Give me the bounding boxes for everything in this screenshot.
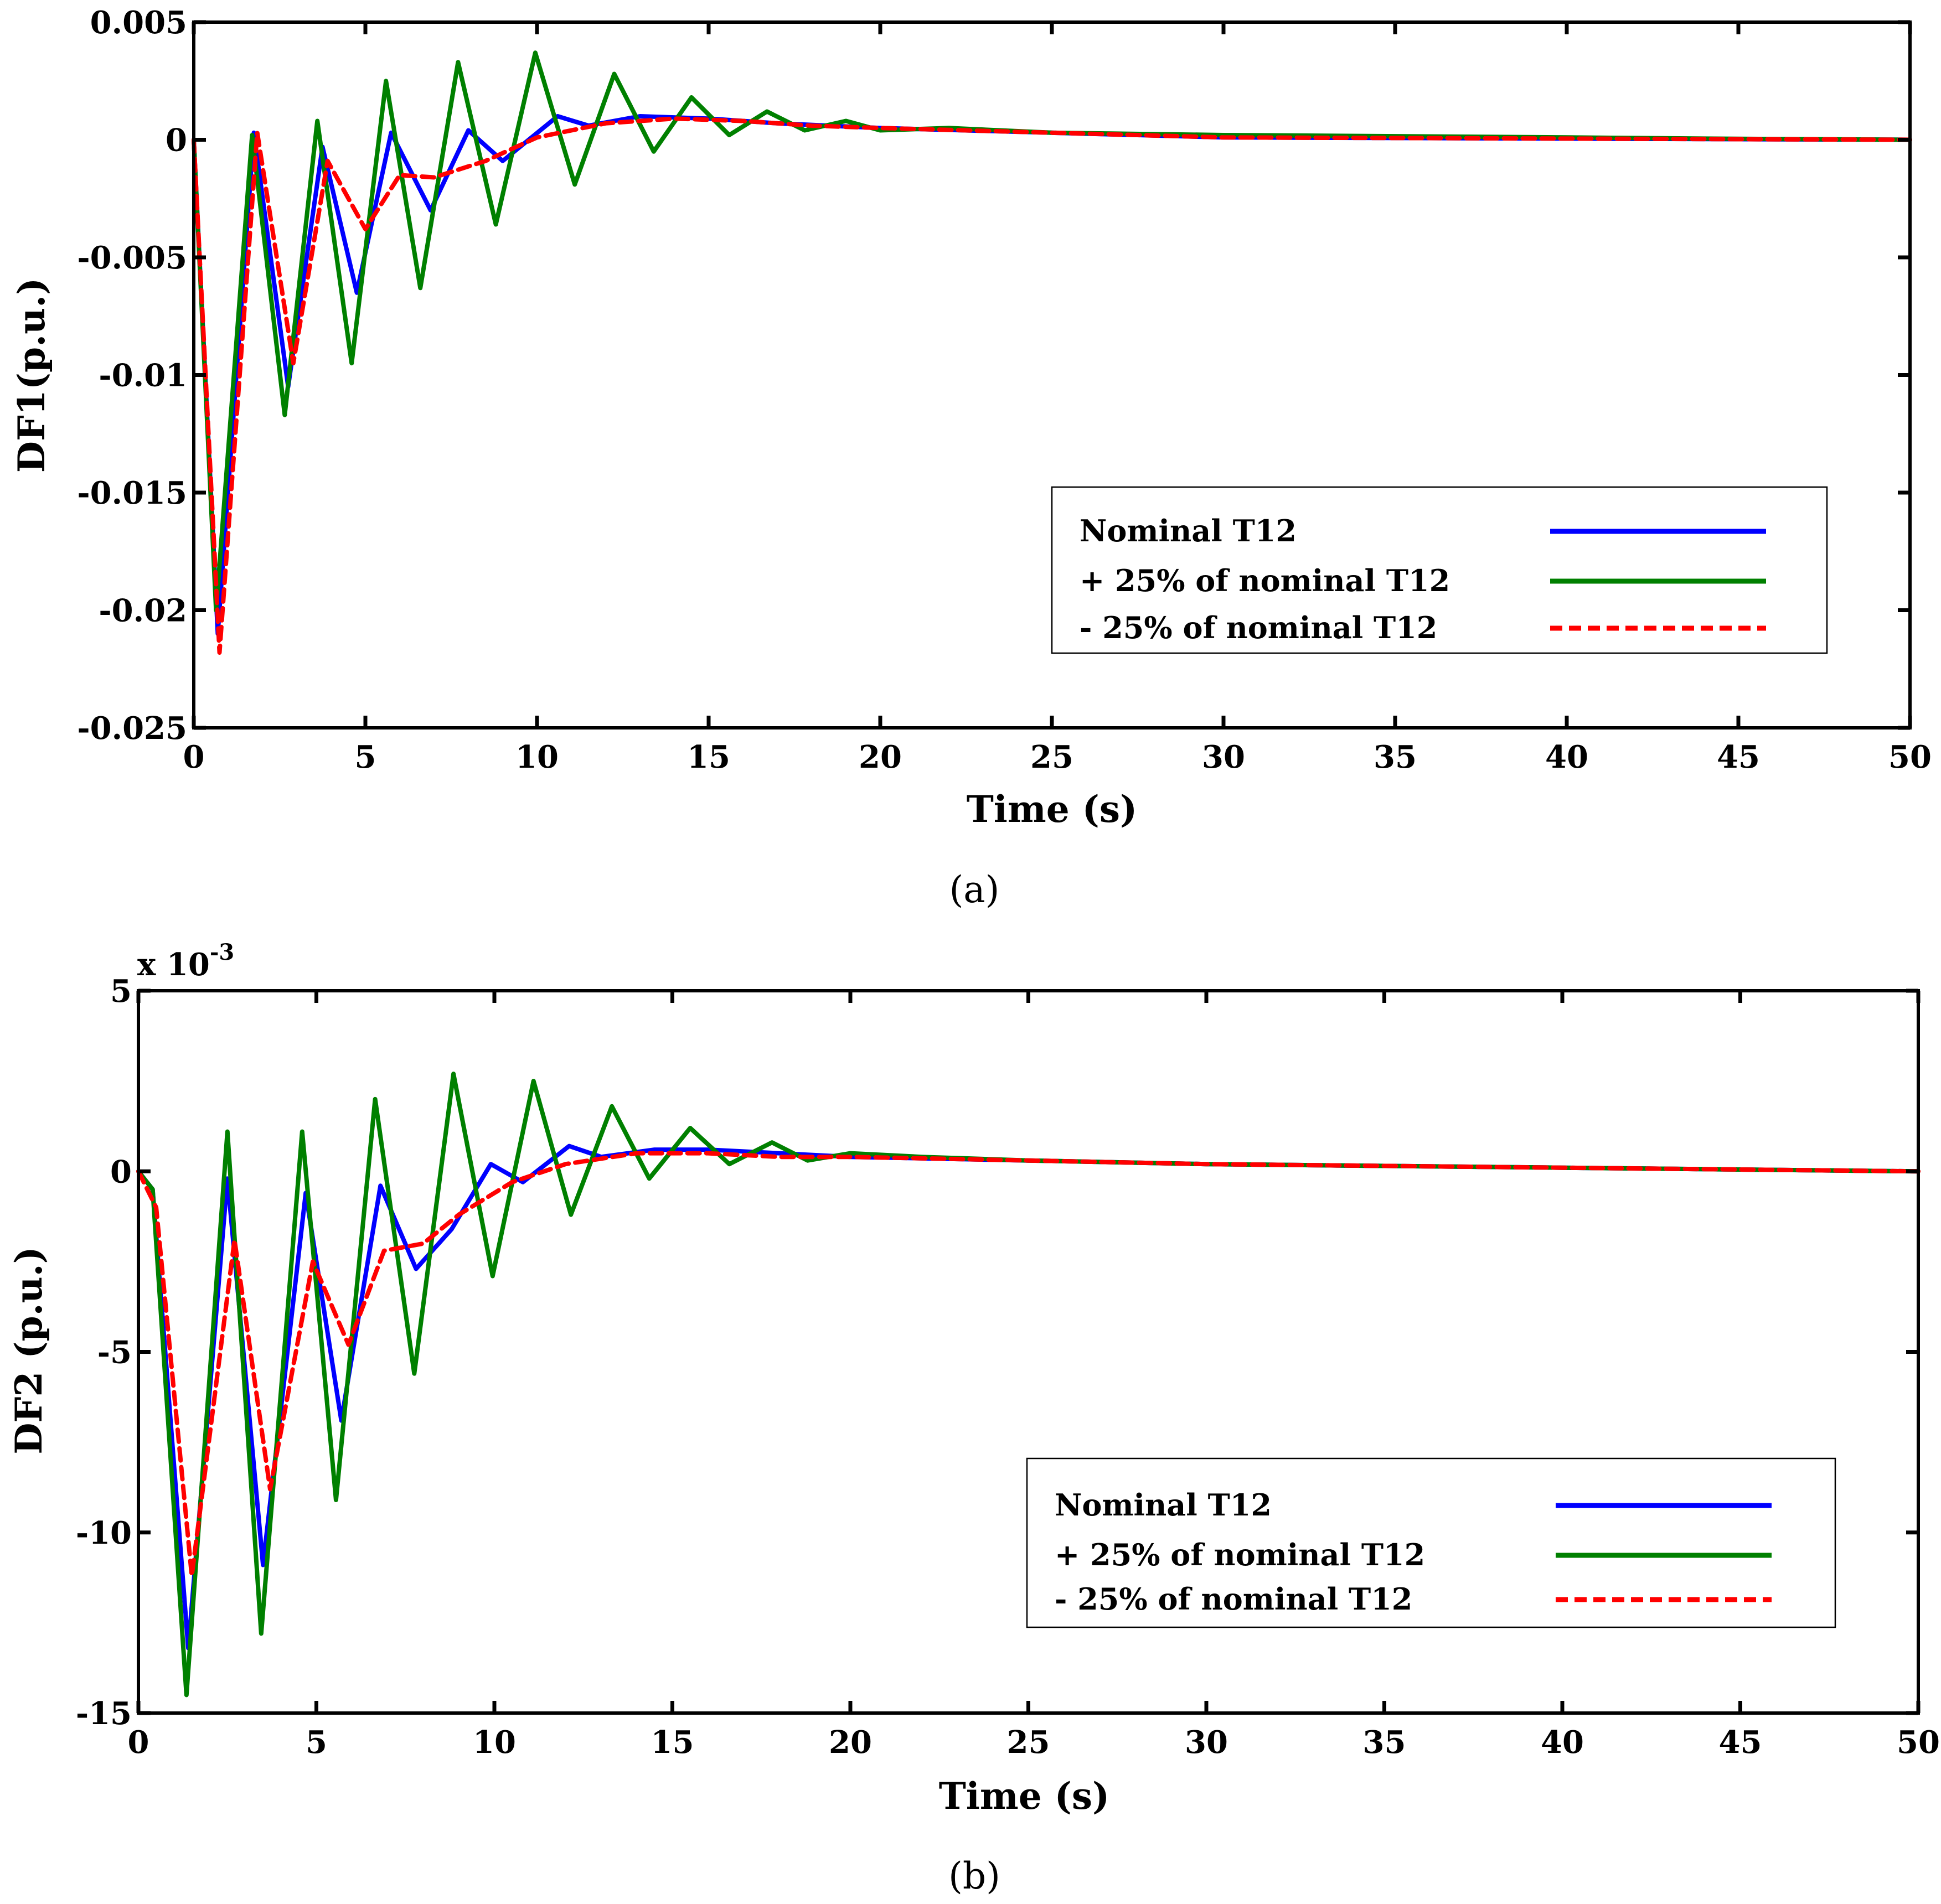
- y-axis-label-b: DF2 (p.u.): [7, 1246, 50, 1455]
- caption-b: (b): [948, 1855, 1000, 1897]
- legend-label: - 25% of nominal T12: [1080, 610, 1437, 645]
- y-tick-label: 0: [110, 1153, 132, 1190]
- y-axis-label-a: DF1(p.u.): [10, 278, 53, 473]
- x-tick-label: 0: [183, 739, 205, 775]
- legend-box: [1051, 486, 1828, 654]
- x-tick-label: 40: [1545, 739, 1588, 775]
- x-tick-label: 35: [1374, 739, 1417, 775]
- exponent-power: -3: [210, 939, 234, 965]
- y-tick-label: -0.01: [99, 358, 187, 394]
- legend-label: + 25% of nominal T12: [1055, 1537, 1425, 1572]
- x-tick-label: 20: [859, 739, 902, 775]
- y-tick-label: -15: [76, 1695, 132, 1732]
- series-line: [136, 1151, 1921, 1579]
- series-line: [192, 116, 1912, 655]
- caption-a: (a): [949, 868, 1000, 911]
- plot-area-b: [136, 1072, 1921, 1698]
- legend-b: Nominal T12 + 25% of nominal T12 - 25% of…: [1026, 1457, 1836, 1628]
- legend-label: Nominal T12: [1055, 1487, 1272, 1523]
- x-tick-label: 40: [1541, 1724, 1584, 1761]
- legend-a: Nominal T12 + 25% of nominal T12 - 25% of…: [1051, 486, 1828, 654]
- y-tick-label: 0.005: [90, 4, 187, 41]
- x-tick-label: 0: [128, 1724, 149, 1761]
- x-tick-label: 25: [1007, 1724, 1050, 1761]
- exponent-base: x 10: [137, 946, 210, 983]
- y-tick-label: 0: [166, 122, 187, 159]
- ticks-a: 0 5 10 15 20 25 30 35 40 45 50 0.005 0 -0.005 -0.01 -0.…: [77, 4, 1932, 775]
- legend-label: - 25% of nominal T12: [1055, 1581, 1412, 1617]
- x-tick-label: 5: [306, 1724, 327, 1761]
- x-tick-label: 50: [1888, 739, 1932, 775]
- x-tick-label: 10: [473, 1724, 516, 1761]
- x-tick-label: 15: [651, 1724, 694, 1761]
- x-tick-label: 30: [1185, 1724, 1228, 1761]
- x-tick-label: 50: [1897, 1724, 1940, 1761]
- x-axis-label-b: Time (s): [939, 1774, 1110, 1818]
- legend-label: Nominal T12: [1080, 513, 1297, 549]
- plot-area-a: [192, 50, 1912, 655]
- y-tick-label: -5: [97, 1334, 132, 1371]
- x-tick-label: 30: [1202, 739, 1245, 775]
- x-tick-label: 35: [1363, 1724, 1406, 1761]
- x-tick-label: 45: [1717, 739, 1760, 775]
- x-tick-label: 45: [1719, 1724, 1762, 1761]
- x-tick-label: 20: [829, 1724, 872, 1761]
- x-tick-label: 5: [355, 739, 376, 775]
- y-tick-label: 5: [110, 973, 132, 1010]
- x-tick-label: 10: [515, 739, 559, 775]
- legend-box: [1026, 1457, 1836, 1628]
- y-tick-label: -0.005: [77, 240, 187, 276]
- x-tick-label: 25: [1030, 739, 1073, 775]
- legend-label: + 25% of nominal T12: [1080, 563, 1450, 598]
- x-axis-label-a: Time (s): [967, 788, 1138, 831]
- y-axis-exponent: x 10-3: [137, 939, 234, 983]
- y-tick-label: -0.015: [77, 475, 187, 511]
- x-tick-label: 15: [687, 739, 730, 775]
- y-tick-label: -10: [76, 1515, 132, 1551]
- chart-panel-a: 0 5 10 15 20 25 30 35 40 45 50 0.005 0 -0.005 -0.01 -0.…: [10, 4, 1932, 911]
- y-tick-label: -0.02: [99, 593, 187, 629]
- y-tick-label: -0.025: [77, 710, 187, 747]
